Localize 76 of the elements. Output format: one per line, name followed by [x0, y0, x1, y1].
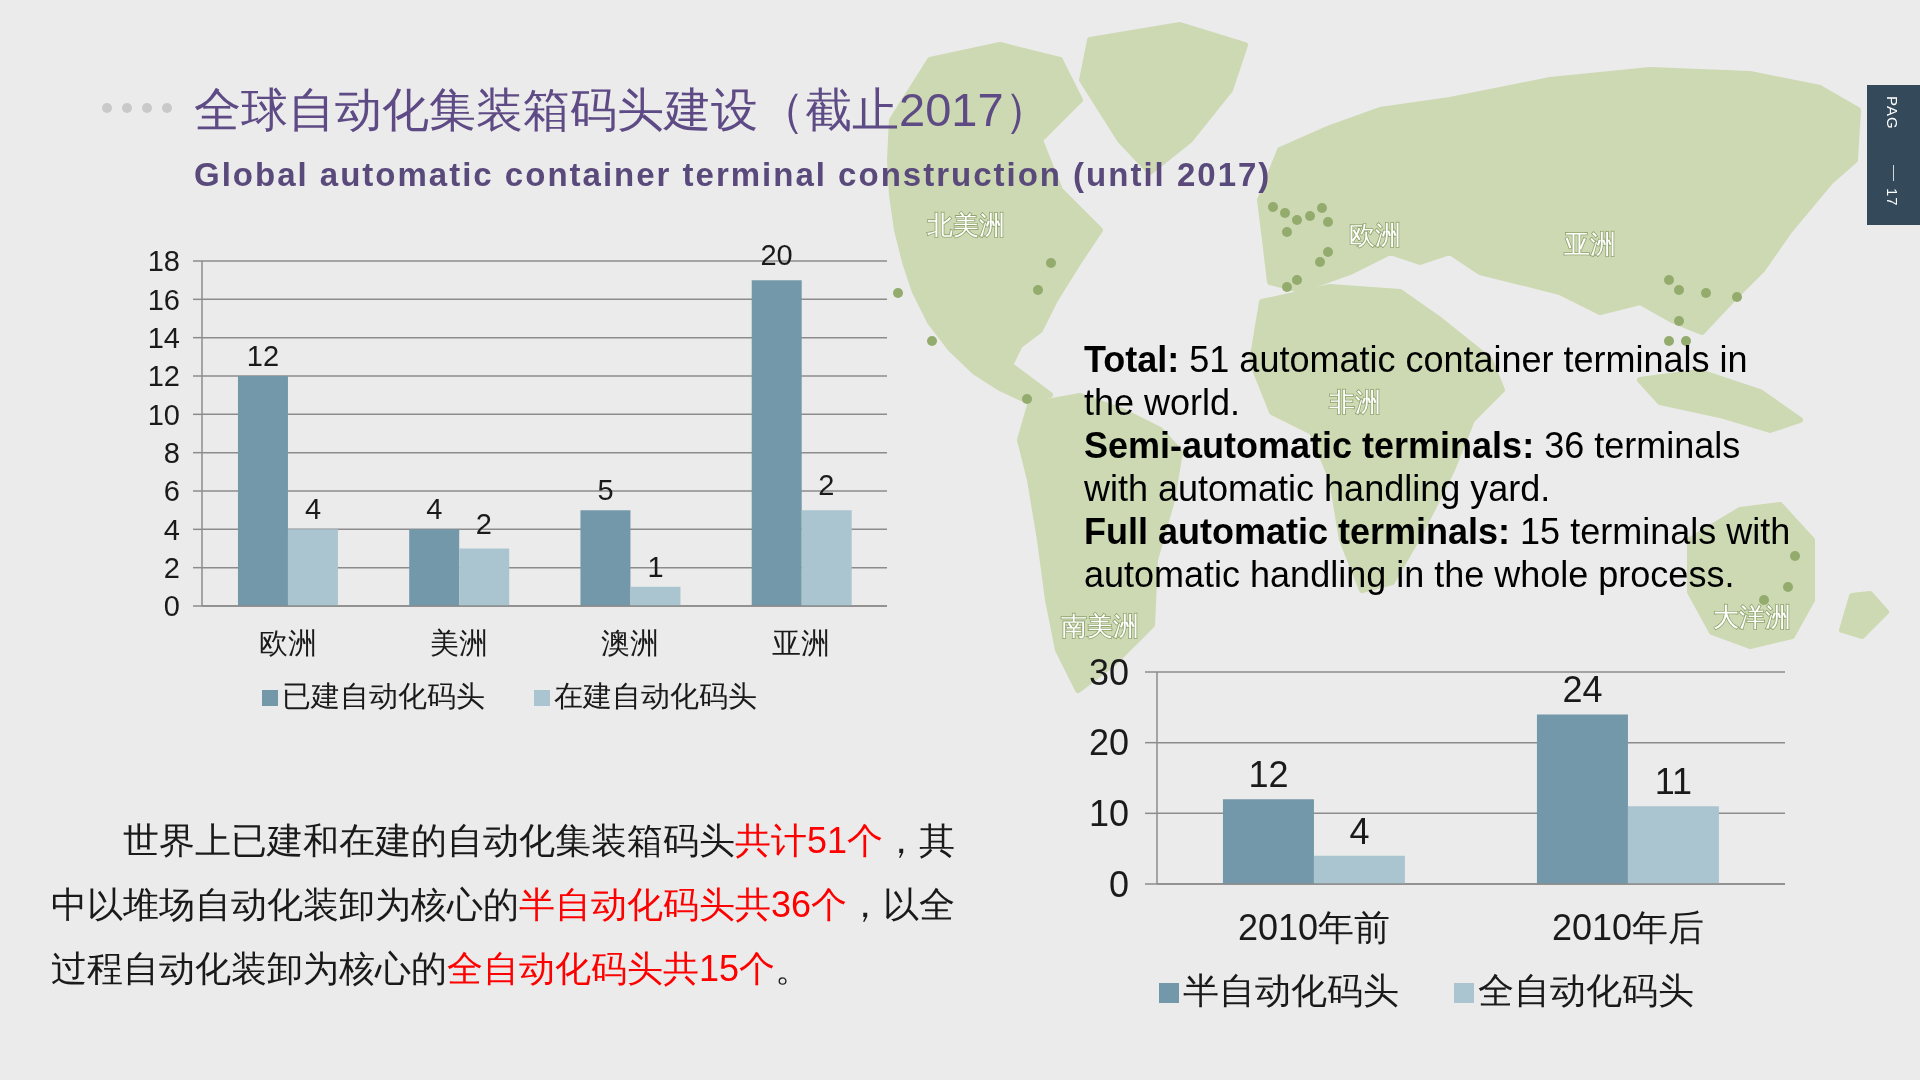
y-tick-label: 10 — [147, 398, 180, 431]
text: 半自动化码头共36个 — [519, 884, 848, 925]
data-label: 12 — [246, 340, 280, 372]
text: with automatic handling yard. — [1084, 468, 1551, 509]
text: ，其 — [883, 820, 956, 861]
text: 大洋洲 — [1713, 602, 1791, 632]
legend-label: 在建自动化码头 — [554, 680, 757, 712]
text: 。 — [775, 948, 812, 989]
text: 过程自动化装卸为核心的 — [51, 948, 447, 989]
y-tick-label: 14 — [147, 321, 180, 354]
data-label: 1 — [647, 550, 664, 583]
y-tick-label: 0 — [163, 590, 180, 623]
bar — [287, 529, 338, 606]
bar — [1313, 855, 1405, 884]
text: 共计51个 — [735, 820, 884, 861]
text: 全自动化码头共15个 — [447, 948, 776, 989]
chart-subtitle: Global automatic container terminal construction (until 2017) — [194, 156, 1272, 193]
text: the world. — [1084, 382, 1241, 423]
legend-label: 半自动化码头 — [1182, 970, 1399, 1011]
text: 36 terminals — [1544, 425, 1741, 466]
data-label: 4 — [1349, 810, 1370, 852]
text: 北美洲 — [927, 210, 1005, 240]
x-tick-label: 亚洲 — [772, 626, 831, 659]
text: 亚洲 — [1564, 229, 1616, 259]
x-tick-label: 2010年前 — [1237, 906, 1391, 948]
text: ，以全 — [847, 884, 956, 925]
bar — [409, 529, 460, 606]
x-tick-label: 欧洲 — [258, 626, 317, 659]
text: 51 automatic container terminals in — [1189, 339, 1748, 380]
bar — [459, 548, 510, 606]
x-tick-label: 澳洲 — [601, 626, 660, 659]
annotation: 2 — [818, 469, 835, 502]
annotation: 2 — [475, 507, 492, 540]
data-label: 5 — [597, 474, 614, 507]
y-tick-label: 2 — [163, 551, 180, 584]
chart-title: 全球自动化集装箱码头建设（截止2017） — [194, 83, 1051, 136]
legend-label: 已建自动化码头 — [282, 680, 485, 712]
y-tick-label: 6 — [163, 475, 180, 508]
data-label: 24 — [1562, 669, 1603, 711]
bar — [1627, 806, 1719, 884]
text: 中以堆场自动化装卸为核心的 — [51, 884, 519, 925]
y-tick-label: 18 — [147, 245, 180, 278]
text: 南美洲 — [1061, 611, 1139, 641]
text: Total: — [1084, 339, 1180, 380]
bar — [237, 376, 288, 606]
text: Semi-automatic terminals: — [1084, 425, 1535, 466]
bar — [801, 510, 852, 606]
text: automatic handling in the whole process. — [1084, 554, 1735, 595]
text: 非洲 — [1329, 387, 1381, 417]
text: 世界上已建和在建的自动化集装箱码头 — [123, 820, 735, 861]
y-tick-label: 0 — [1108, 863, 1129, 905]
text: PAG — [1884, 96, 1901, 130]
bar — [630, 586, 681, 606]
bar — [1536, 714, 1628, 884]
y-tick-label: 4 — [163, 513, 180, 546]
legend-label: 全自动化码头 — [1477, 970, 1694, 1011]
y-tick-label: 8 — [163, 436, 180, 469]
data-label: 11 — [1654, 761, 1693, 803]
text: 15 terminals with — [1520, 511, 1791, 552]
x-tick-label: 2010年后 — [1551, 906, 1705, 948]
data-label: 4 — [426, 493, 443, 526]
text: Full automatic terminals: — [1084, 511, 1511, 552]
data-label: 12 — [1248, 754, 1289, 796]
text: 欧洲 — [1349, 220, 1401, 250]
bar — [580, 510, 631, 606]
data-label: 4 — [304, 493, 322, 526]
bar — [1222, 799, 1314, 884]
y-tick-label: 12 — [147, 360, 180, 393]
y-tick-label: 16 — [147, 283, 180, 316]
y-tick-label: 20 — [1088, 722, 1129, 764]
text: 17 — [1884, 188, 1901, 207]
y-tick-label: 10 — [1088, 793, 1129, 835]
annotation: 20 — [760, 239, 793, 272]
x-tick-label: 美洲 — [429, 626, 488, 659]
y-tick-label: 30 — [1088, 651, 1129, 693]
bar — [751, 280, 802, 606]
